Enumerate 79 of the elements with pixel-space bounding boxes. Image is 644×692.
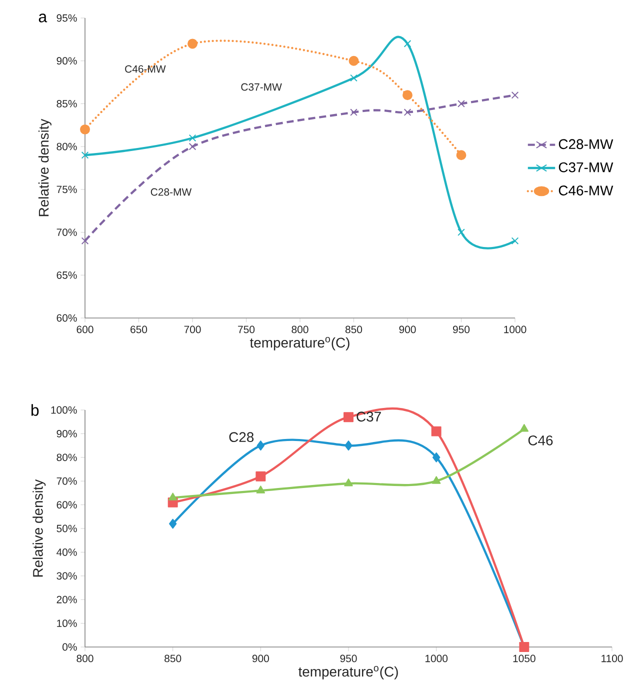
point	[80, 124, 90, 134]
point	[344, 412, 354, 422]
x-tick-label: 1000	[504, 326, 526, 334]
y-tick-label: 80%	[56, 142, 77, 150]
series-label: C28	[229, 432, 254, 442]
x-tick-label: 850	[164, 654, 182, 662]
point	[432, 476, 441, 484]
point	[458, 100, 465, 108]
point	[81, 151, 89, 159]
x-tick-label: 900	[399, 326, 416, 334]
point	[188, 142, 196, 150]
x-tick-label: 1100	[602, 654, 623, 662]
point	[344, 478, 353, 486]
y-tick-label: 60%	[56, 314, 77, 322]
y-tick-label: 90%	[56, 430, 77, 438]
y-tick-label: 20%	[56, 596, 77, 604]
y-axis-title: Relative density	[38, 118, 52, 216]
point	[188, 38, 198, 49]
y-tick-label: 80%	[56, 454, 77, 462]
y-tick-label: 95%	[56, 14, 77, 22]
x-tick-label: 1000	[425, 654, 448, 662]
legend-label: C28-MW	[558, 139, 614, 150]
annotation: C28-MW	[150, 188, 192, 196]
point	[431, 426, 442, 436]
y-tick-label: 70%	[56, 228, 77, 236]
point	[402, 90, 412, 100]
y-tick-label: 75%	[56, 186, 77, 194]
y-tick-label: 50%	[56, 524, 77, 532]
chart-title: b	[31, 404, 39, 416]
point	[168, 518, 177, 529]
point	[188, 134, 196, 142]
x-tick-label: 650	[130, 326, 148, 334]
x-tick-label: 850	[345, 326, 362, 334]
point	[456, 150, 466, 160]
series-label: C46	[528, 435, 553, 446]
x-axis-title: temperature$^{o}$(C)	[250, 337, 350, 350]
point	[520, 424, 529, 432]
x-tick-label: 1050	[513, 654, 536, 662]
x-tick-label: 800	[292, 326, 308, 334]
point	[256, 486, 266, 494]
x-tick-label: 800	[76, 654, 94, 662]
legend-label: C46-MW	[558, 186, 614, 196]
point	[458, 228, 465, 236]
y-tick-label: 10%	[57, 620, 77, 628]
y-tick-label: 65%	[56, 271, 77, 279]
point	[350, 108, 358, 116]
point	[168, 492, 178, 500]
y-tick-label: 30%	[56, 572, 77, 580]
x-tick-label: 950	[453, 326, 470, 334]
point	[350, 74, 358, 82]
x-tick-label: 750	[238, 326, 255, 334]
point	[432, 452, 440, 462]
x-tick-label: 900	[252, 654, 269, 662]
point	[511, 91, 519, 99]
x-tick-label: 700	[184, 326, 201, 334]
point	[348, 56, 359, 66]
y-tick-label: 85%	[56, 100, 77, 108]
y-tick-label: 60%	[56, 501, 77, 509]
y-tick-label: 70%	[56, 477, 77, 485]
point	[81, 237, 89, 245]
annotation: C46-MW	[125, 65, 166, 73]
point	[404, 108, 412, 116]
point	[404, 40, 412, 48]
point	[256, 471, 266, 482]
legend-label: C37-MW	[558, 162, 614, 172]
point	[256, 440, 265, 451]
x-axis-title: temperature$^{o}$(C)	[298, 666, 398, 680]
y-tick-label: 0%	[62, 643, 77, 651]
x-tick-label: 600	[76, 326, 94, 334]
y-tick-label: 90%	[56, 57, 77, 65]
point	[511, 237, 519, 245]
y-tick-label: 40%	[56, 548, 77, 556]
y-tick-label: 100%	[51, 406, 77, 414]
chart-title: a	[38, 14, 48, 22]
x-tick-label: 950	[340, 654, 357, 662]
annotation: C37-MW	[241, 83, 282, 91]
y-axis-title: Relative density	[32, 479, 46, 577]
series-label: C37	[356, 412, 381, 422]
point	[344, 440, 352, 451]
